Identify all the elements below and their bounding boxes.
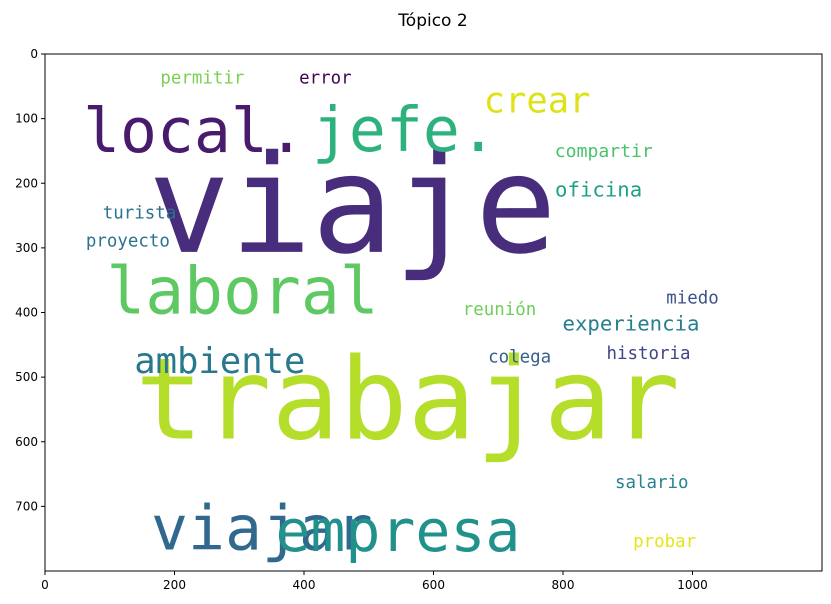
word-salario: salario <box>615 473 689 493</box>
word-turista: turista <box>103 204 177 224</box>
word-viajar: viajar <box>151 493 373 564</box>
y-tick-label: 300 <box>15 241 38 255</box>
word-probar: probar <box>633 532 696 552</box>
word-miedo: miedo <box>666 288 719 308</box>
word-permitir: permitir <box>160 69 244 89</box>
chart-title: Tópico 2 <box>397 11 467 31</box>
word-laboral: laboral <box>106 254 378 329</box>
word-empresa: empresa <box>275 497 520 565</box>
word-error: error <box>299 69 352 89</box>
plot-area: viaje trabajar local. jefe. laboral viajaremp… <box>83 69 719 565</box>
x-tick-label: 0 <box>41 578 49 592</box>
word-proyecto: proyecto <box>86 231 170 251</box>
word-trabajar: trabajar <box>135 334 680 466</box>
x-tick-label: 800 <box>552 578 575 592</box>
word-colega: colega <box>488 348 551 368</box>
word-local: local. <box>83 96 305 167</box>
word-viaje: viaje <box>148 127 557 285</box>
x-tick-label: 1000 <box>677 578 708 592</box>
word-compartir: compartir <box>555 141 653 162</box>
y-tick-label: 700 <box>15 499 38 513</box>
y-tick-label: 400 <box>15 306 38 320</box>
word-jefe: jefe. <box>312 95 497 166</box>
word-experiencia: experiencia <box>563 311 700 335</box>
y-tick-label: 600 <box>15 435 38 449</box>
x-tick-label: 400 <box>293 578 316 592</box>
y-tick-label: 200 <box>15 176 38 190</box>
axes: 0 200 400 600 800 1000 0 100 200 300 400 500 600 700 <box>15 47 708 592</box>
x-tick-label: 200 <box>163 578 186 592</box>
word-crear: crear <box>484 81 591 122</box>
x-tick-label: 600 <box>422 578 445 592</box>
y-tick-label: 0 <box>30 47 38 61</box>
y-tick-label: 100 <box>15 112 38 126</box>
word-historia: historia <box>606 344 690 364</box>
word-oficina: oficina <box>555 178 642 202</box>
y-tick-label: 500 <box>15 370 38 384</box>
word-reunión: reunión <box>463 300 537 320</box>
word-ambiente: ambiente <box>134 341 305 382</box>
